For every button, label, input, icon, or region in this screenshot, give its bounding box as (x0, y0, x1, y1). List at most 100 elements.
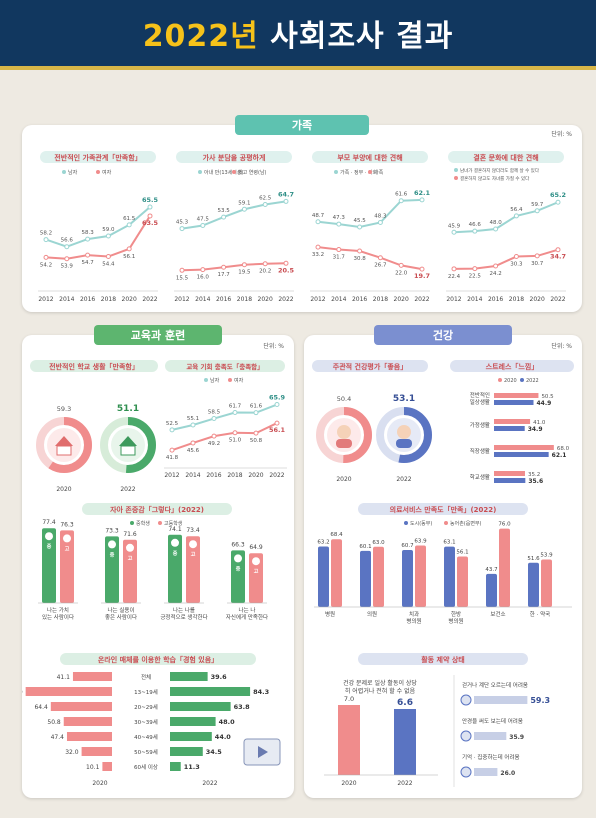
series-line-2 (181, 262, 287, 272)
donut-year: 2022 (120, 486, 135, 493)
esteem-bar (168, 534, 182, 603)
data-label: 54.2 (40, 262, 52, 268)
stress-bar-2022 (494, 478, 526, 483)
online-bar-2020 (50, 702, 112, 711)
data-point (105, 233, 111, 239)
online-bar-2022 (170, 672, 208, 681)
stress-title: 스트레스「느낌」 (486, 362, 539, 371)
online-title: 온라인 매체를 이용한 학습「경험 있음」 (98, 655, 218, 664)
data-point (555, 199, 561, 205)
online-bar-2022 (170, 747, 203, 756)
legend-label: 남자 (210, 377, 220, 384)
data-point (315, 219, 321, 225)
data-label: 61.6 (250, 404, 263, 410)
x-tick-label: 2022 (550, 296, 565, 303)
school-title: 전반적인 학교 생활「만족함」 (49, 362, 139, 371)
data-point (262, 202, 268, 207)
legend-label: 결혼하지 않고도 자녀를 가질 수 있다 (460, 175, 530, 182)
donut-year: 2020 (336, 476, 351, 483)
activity-item-icon (460, 694, 472, 706)
legend-label: 도시(동부) (410, 521, 432, 527)
edu-title: 교육과 훈련 (94, 325, 222, 345)
online-bar-2022 (170, 687, 251, 696)
data-label: 62.1 (414, 189, 431, 197)
activity-item-icon (460, 766, 472, 778)
x-tick-label: 2018 (227, 472, 242, 479)
legend-label: 여자 (102, 169, 112, 176)
invest-line (171, 403, 278, 431)
x-tick-label: 2022 (278, 296, 293, 303)
online-value-2022: 44.0 (215, 733, 232, 741)
invest-title-bg (165, 360, 285, 372)
legend-label: 중학생 (136, 520, 150, 527)
data-label: 22.0 (395, 270, 408, 276)
chart-title-bg (448, 151, 564, 163)
donut-value: 51.1 (117, 404, 139, 414)
online-bar-2020 (72, 672, 112, 681)
x-tick-label: 2012 (164, 472, 179, 479)
data-label: 15.5 (176, 275, 189, 281)
data-point (43, 254, 49, 260)
activity-item-bar (474, 768, 498, 776)
data-point (336, 221, 342, 227)
stress-value-2020: 50.5 (541, 394, 554, 400)
activity-item-label: 걷거나 계단 오르는데 어려움 (462, 681, 528, 689)
medical-bar (444, 546, 455, 607)
data-label: 54.7 (81, 260, 94, 266)
medical-category: 병원 (325, 610, 335, 618)
data-point (513, 213, 519, 219)
legend-label: 가족 · 정부 · 사회 (340, 169, 377, 176)
medical-category: 치과 (409, 610, 419, 618)
x-tick-label: 2014 (195, 296, 210, 303)
x-tick-label: 2012 (38, 296, 53, 303)
online-value-2022: 84.3 (253, 688, 269, 696)
data-label: 65.2 (550, 191, 566, 199)
data-label: 59.0 (102, 227, 115, 233)
data-point (241, 262, 247, 268)
data-point (315, 244, 321, 250)
legend-swatch (198, 170, 202, 174)
stress-value-2022: 34.9 (528, 426, 543, 433)
medical-bar (360, 550, 371, 607)
person-body-icon (396, 439, 412, 448)
series-line-2 (453, 248, 559, 270)
online-value-2022: 11.3 (184, 763, 200, 771)
activity-bar (338, 705, 360, 775)
stress-value-2020: 68.0 (557, 446, 570, 452)
data-label: 26.7 (374, 263, 387, 269)
self-title: 주관적 건강평가「좋음」 (333, 362, 407, 371)
data-label: 64.7 (278, 190, 294, 198)
online-value-2022: 39.6 (211, 673, 228, 681)
activity-title: 활동 제약 상태 (421, 655, 465, 664)
online-group: 전체 (141, 673, 151, 681)
data-label: 41.8 (166, 455, 179, 461)
x-tick-label: 2014 (185, 472, 200, 479)
medical-category: 한방 (451, 610, 461, 618)
legend-swatch (62, 170, 66, 174)
x-tick-label: 2020 (394, 296, 409, 303)
data-label: 45.6 (187, 448, 200, 454)
donut-value: 59.3 (57, 405, 71, 413)
data-point (169, 427, 175, 433)
medical-value: 60.7 (401, 543, 414, 549)
esteem-title-bg (82, 503, 232, 515)
data-point (105, 253, 111, 259)
activity-bar (394, 709, 416, 775)
online-bar-2020 (66, 732, 112, 741)
student-head-icon (252, 557, 260, 566)
legend-swatch (334, 170, 338, 174)
legend-label: 남자 (68, 169, 78, 176)
chart-title: 가사 분담을 공평하게 (203, 153, 266, 162)
data-label: 34.7 (550, 253, 566, 261)
data-point (179, 267, 185, 273)
page-title: 2022년 사회조사 결과 (143, 11, 454, 55)
online-bar-2022 (170, 717, 216, 726)
esteem-value: 74.1 (168, 526, 182, 533)
series-line-2 (317, 246, 423, 271)
student-badge: 고 (128, 556, 133, 562)
data-point (85, 252, 91, 258)
data-point (377, 219, 383, 225)
donut-arc (36, 417, 92, 473)
data-label: 55.1 (187, 416, 199, 422)
medical-bar (331, 539, 342, 607)
